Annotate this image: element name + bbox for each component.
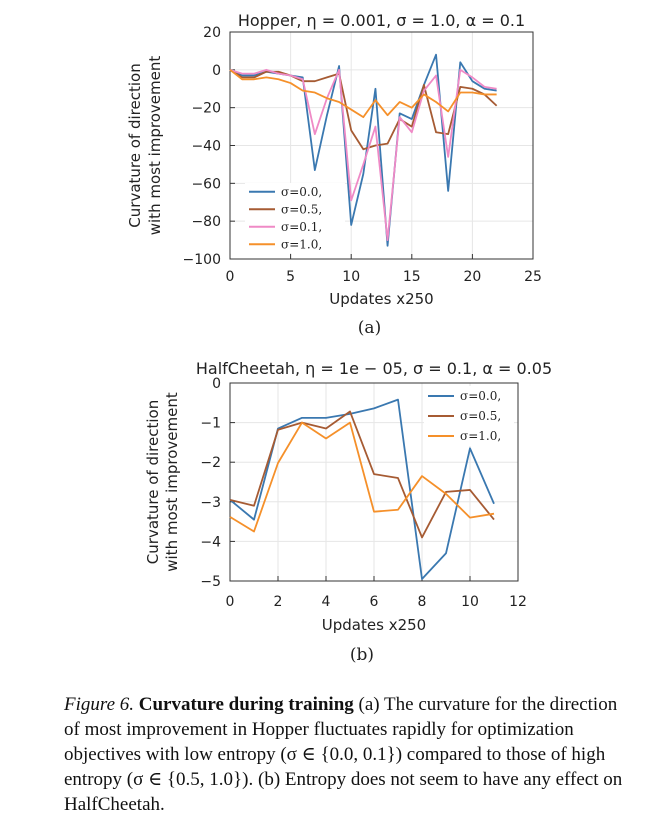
panel-a-ytick-label: 20 — [203, 25, 221, 41]
panel-b-series-1-line — [229, 410, 495, 539]
panel-b-series-2-line — [229, 421, 495, 533]
panel-b-xtick-label: 2 — [274, 594, 283, 610]
panel-b-ylabel-line1: Curvature of direction — [144, 400, 162, 564]
panel-a-ytick-label: −100 — [183, 252, 221, 268]
panel-a-panel-label: (a) — [358, 318, 381, 338]
panel-a-xtick-label: 25 — [524, 269, 542, 285]
panel-b-ylabel-line2: with most improvement — [163, 392, 181, 572]
panel-a-legend-label-3: σ=1.0, — [281, 237, 322, 251]
panel-a-ytick-label: 0 — [212, 63, 221, 79]
caption-text: (a) The curvature for the direction of m… — [64, 694, 623, 815]
panel-b-xtick-label: 0 — [226, 594, 235, 610]
panel-b-xtick-label: 8 — [418, 594, 427, 610]
panel-a-xtick-label: 20 — [463, 269, 481, 285]
panel-b-xtick-label: 10 — [461, 594, 479, 610]
panel-b-ytick-label: −5 — [200, 574, 221, 590]
panel-b-ytick-label: −1 — [200, 416, 221, 432]
panel-b-legend-label-0: σ=0.0, — [460, 389, 501, 403]
panel-a-ylabel-line1: Curvature of direction — [126, 63, 144, 227]
panel-a-ytick-label: −80 — [191, 214, 221, 230]
panel-a-xtick-label: 10 — [342, 269, 360, 285]
panel-b-xlabel: Updates x250 — [322, 616, 426, 634]
panel-a-ylabel-line2: with most improvement — [146, 56, 164, 236]
panel-b-ytick-label: 0 — [212, 376, 221, 392]
panel-a-series-2-line — [229, 68, 497, 241]
panel-a-series-3-line — [229, 69, 497, 119]
caption-title: Curvature during training — [138, 694, 354, 715]
panel-b-panel-label: (b) — [350, 645, 374, 665]
panel-a-xlabel: Updates x250 — [329, 290, 433, 308]
panel-b-xtick-label: 6 — [370, 594, 379, 610]
panel-a-xtick-label: 15 — [403, 269, 421, 285]
panel-b-xtick-label: 12 — [509, 594, 527, 610]
panel-a-legend-label-1: σ=0.5, — [281, 202, 322, 216]
panel-b-ytick-label: −3 — [200, 495, 221, 511]
panel-a-ytick-label: −20 — [191, 101, 221, 117]
panel-b-legend-label-2: σ=1.0, — [460, 429, 501, 443]
figure-caption: Figure 6. Curvature during training (a) … — [64, 692, 624, 817]
panel-a-legend-label-2: σ=0.1, — [281, 220, 322, 234]
caption-label: Figure 6. — [64, 694, 135, 715]
panel-b-xtick-label: 4 — [322, 594, 331, 610]
panel-b-ytick-label: −4 — [200, 534, 221, 550]
panel-a-legend-label-0: σ=0.0, — [281, 185, 322, 199]
panel-a-ytick-label: −60 — [191, 176, 221, 192]
panel-b-ytick-label: −2 — [200, 455, 221, 471]
panel-b-title: HalfCheetah, η = 1e − 05, σ = 0.1, α = 0… — [196, 359, 552, 378]
panel-b-legend-label-1: σ=0.5, — [460, 409, 501, 423]
panel-a-title: Hopper, η = 0.001, σ = 1.0, α = 0.1 — [238, 11, 525, 30]
panel-a-xtick-label: 5 — [286, 269, 295, 285]
panel-a-ytick-label: −40 — [191, 139, 221, 155]
panel-a-legend-box — [245, 183, 345, 253]
panel-a-xtick-label: 0 — [226, 269, 235, 285]
